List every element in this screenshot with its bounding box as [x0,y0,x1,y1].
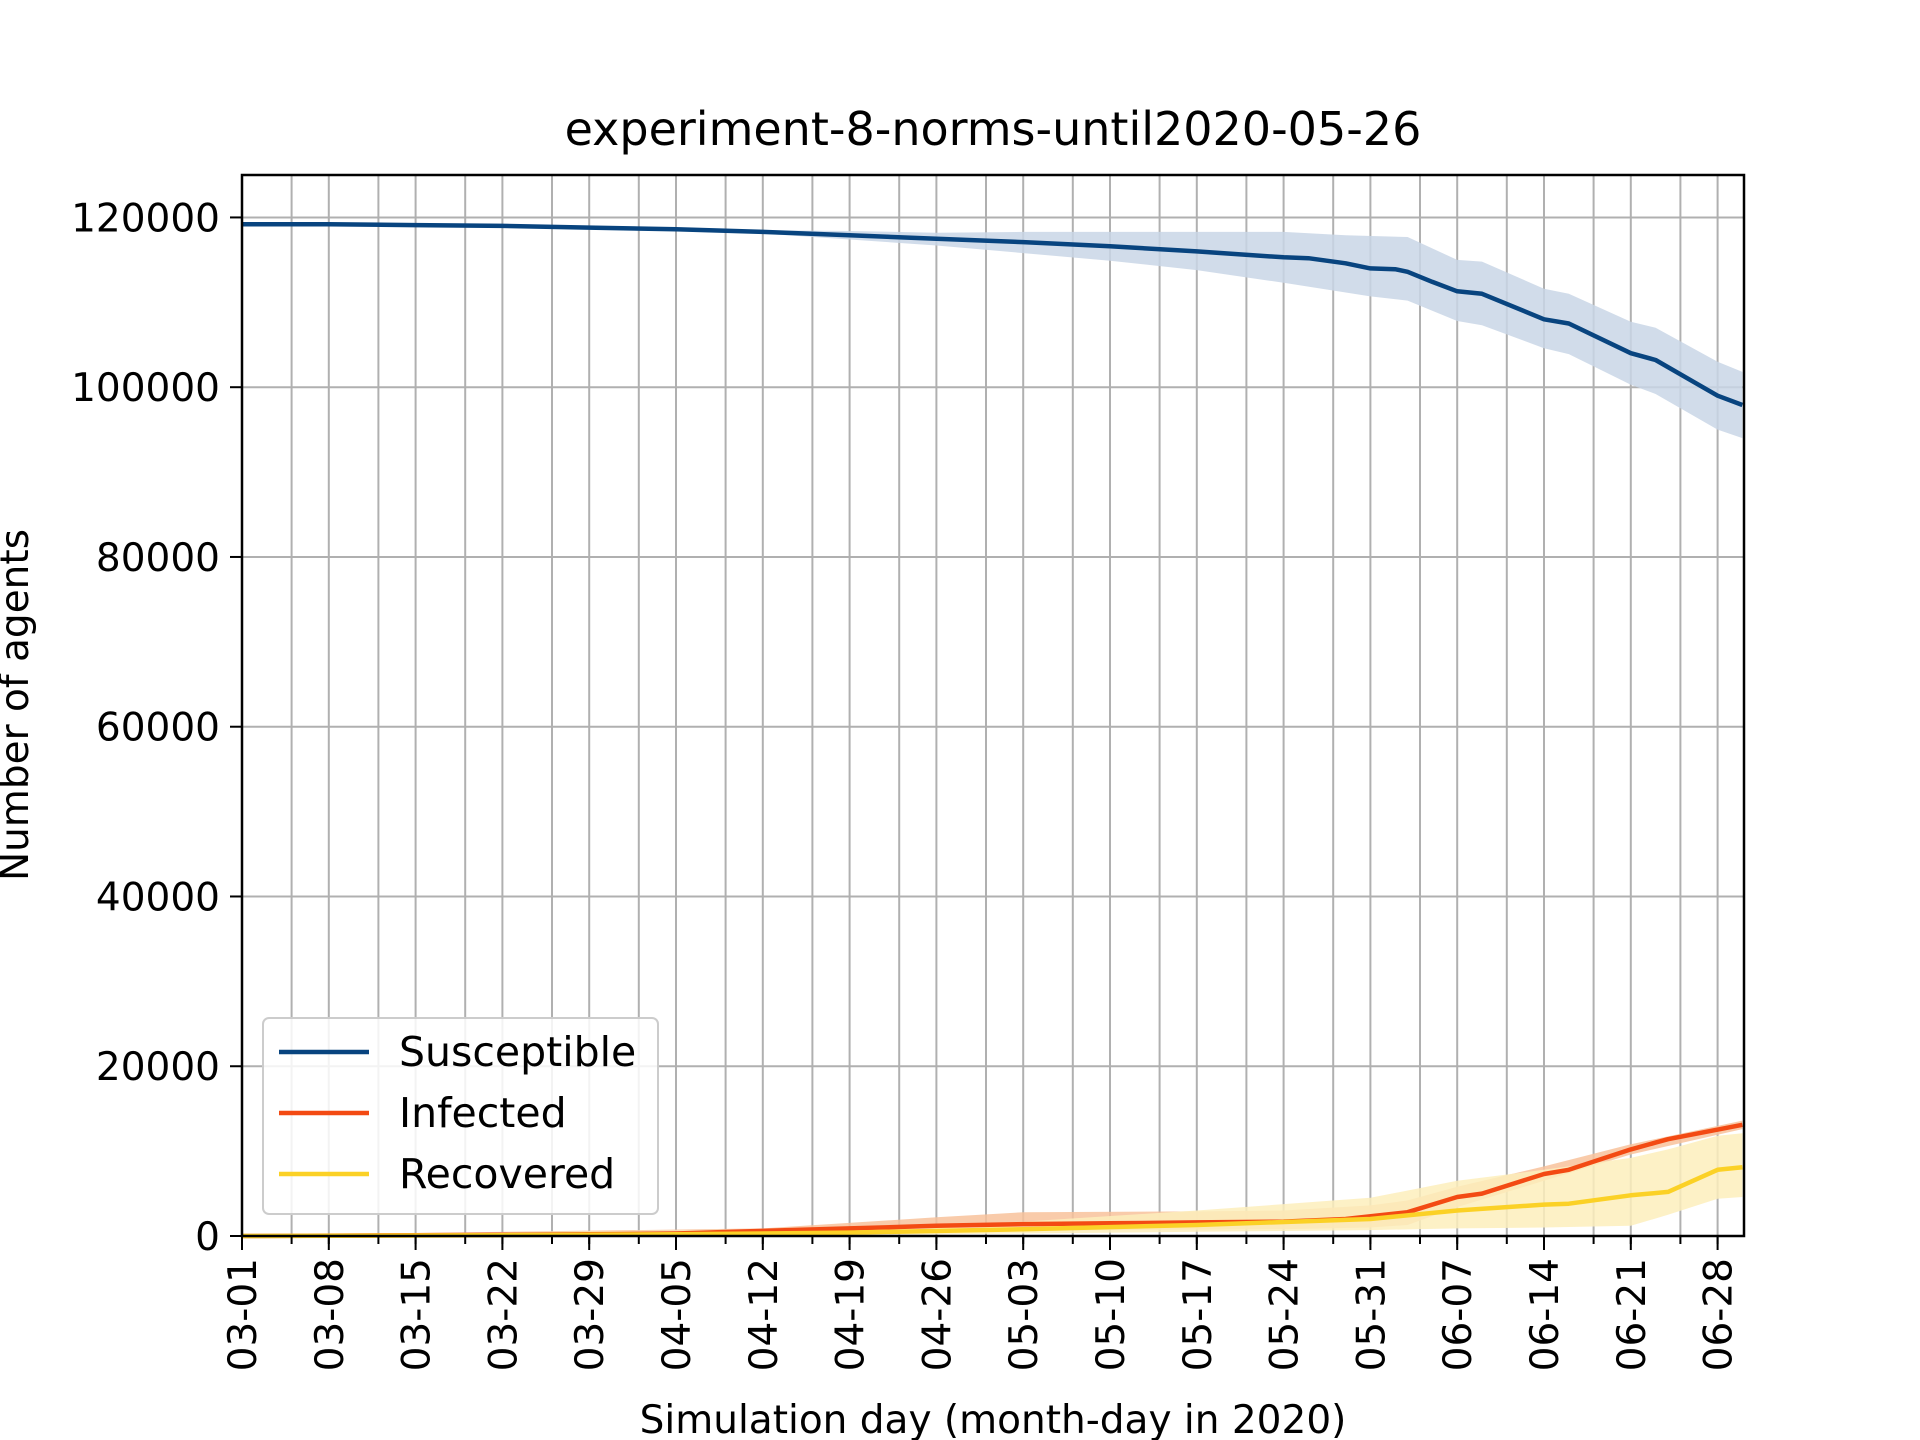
x-tick-label: 06-14 [1523,1258,1568,1371]
y-tick-label: 120000 [71,196,220,241]
y-tick-label: 40000 [96,875,220,920]
x-tick-label: 05-10 [1089,1258,1134,1371]
y-tick-label: 80000 [96,536,220,581]
x-tick-label: 05-03 [1002,1258,1047,1371]
legend-label-susceptible: Susceptible [399,1028,636,1076]
x-tick-label: 06-07 [1436,1258,1481,1371]
x-tick-label: 04-26 [915,1258,960,1371]
y-tick-label: 0 [195,1215,220,1260]
susceptible-line [242,221,1744,408]
recovered-band [242,1133,1743,1236]
x-tick-label: 05-17 [1176,1258,1221,1371]
x-tick-label: 04-19 [829,1258,874,1371]
legend-box [262,1017,659,1215]
x-tick-label: 06-28 [1697,1258,1742,1371]
y-tick-label: 60000 [96,706,220,751]
x-tick-label: 03-29 [568,1258,613,1371]
x-tick-label: 03-01 [221,1258,266,1371]
legend-label-infected: Infected [399,1089,567,1137]
plot-frame [240,173,1746,1238]
x-tick-label: 03-15 [395,1258,440,1371]
x-tick-label: 04-12 [742,1258,787,1371]
grid [242,175,1744,1236]
x-axis-label: Simulation day (month-day in 2020) [640,1398,1347,1440]
y-tick-label: 100000 [71,366,220,411]
y-axis-label: Number of agents [0,529,38,881]
x-tick-label: 05-31 [1349,1258,1394,1371]
x-tick-label: 05-24 [1263,1258,1308,1371]
x-tick-label: 06-21 [1610,1258,1655,1371]
confidence-bands [242,223,1743,1236]
chart-title: experiment-8-norms-until2020-05-26 [565,102,1422,156]
x-tick-label: 03-08 [308,1258,353,1371]
legend-label-recovered: Recovered [399,1150,615,1198]
x-tick-label: 04-05 [655,1258,700,1371]
series-lines [241,221,1744,1239]
x-tick-label: 03-22 [481,1258,526,1371]
y-tick-label: 20000 [96,1045,220,1090]
legend: Susceptible Infected Recovered [262,1017,659,1215]
susceptible-band [242,223,1743,439]
recovered-line [241,1164,1743,1239]
axis-ticks: 0 20000 40000 60000 80000 100000 120000 03-01 03… [71,196,1741,1371]
